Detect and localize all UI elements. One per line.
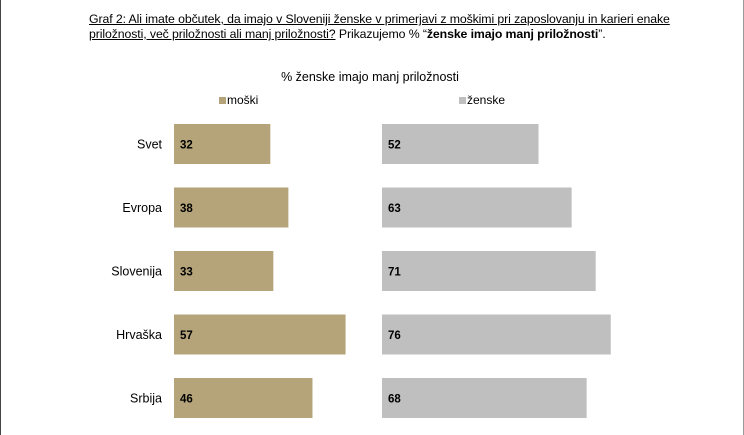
data-label: 71 bbox=[388, 267, 401, 279]
bar bbox=[174, 251, 274, 291]
data-label: 68 bbox=[388, 394, 401, 406]
legend-label: moški bbox=[227, 93, 258, 107]
bar bbox=[382, 251, 596, 291]
bar bbox=[382, 314, 611, 355]
caption-suffix: ”. bbox=[598, 27, 606, 41]
figure-caption: Graf 2: Ali imate občutek, da imajo v Sl… bbox=[89, 12, 689, 42]
chart-title: % ženske imajo manj priložnosti bbox=[281, 70, 459, 84]
legend-swatch bbox=[219, 97, 226, 104]
caption-prefix: Prikazujemo % “ bbox=[338, 27, 427, 41]
legend-swatch bbox=[459, 97, 466, 104]
legend-label: ženske bbox=[467, 93, 505, 107]
bar bbox=[382, 187, 572, 228]
bar bbox=[174, 378, 313, 418]
category-label: Svet bbox=[137, 138, 163, 152]
category-label: Srbija bbox=[130, 392, 162, 406]
bar bbox=[174, 187, 289, 228]
category-label: Hrvaška bbox=[116, 328, 162, 342]
data-label: 52 bbox=[388, 140, 401, 152]
data-label: 46 bbox=[180, 394, 193, 406]
category-label: Evropa bbox=[122, 201, 162, 215]
data-label: 76 bbox=[388, 330, 401, 342]
caption-figure-label: Graf 2: bbox=[89, 12, 126, 26]
data-label: 63 bbox=[388, 203, 401, 215]
data-label: 57 bbox=[180, 330, 193, 342]
bar bbox=[382, 378, 587, 418]
bar bbox=[382, 124, 539, 164]
data-label: 38 bbox=[180, 203, 193, 215]
data-label: 33 bbox=[180, 267, 193, 279]
caption-question: Ali imate občutek, da imajo v Sloveniji … bbox=[89, 12, 670, 41]
category-label: Slovenija bbox=[111, 265, 162, 279]
caption-emphasis: ženske imajo manj priložnosti bbox=[426, 27, 599, 41]
bar bbox=[174, 124, 271, 164]
bar bbox=[174, 314, 346, 355]
data-label: 32 bbox=[180, 140, 193, 152]
page-left-border bbox=[0, 0, 1, 435]
